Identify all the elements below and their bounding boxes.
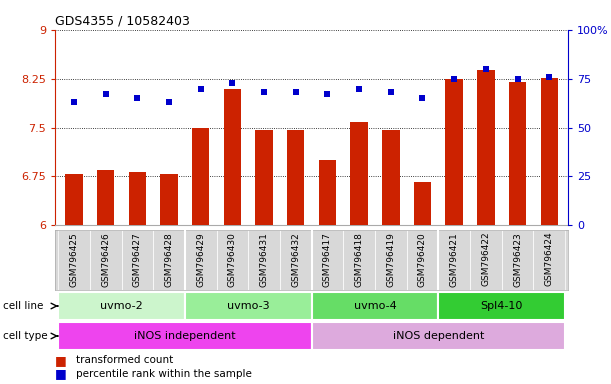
Point (291, 89, 301, 96)
Bar (160, 174, 178, 225)
Text: cell line: cell line (3, 301, 43, 311)
Bar (192, 127, 210, 225)
Text: cell type: cell type (3, 331, 48, 341)
Text: transformed count: transformed count (76, 356, 174, 366)
Text: uvmo-3: uvmo-3 (227, 301, 269, 311)
Text: GSM796420: GSM796420 (418, 232, 427, 286)
Bar (129, 172, 146, 225)
Text: GSM796424: GSM796424 (545, 232, 554, 286)
Bar (58, 292, 185, 320)
Text: GSM796423: GSM796423 (513, 232, 522, 286)
Bar (533, 230, 565, 290)
Bar (224, 88, 241, 225)
Bar (287, 130, 304, 225)
Text: GSM796431: GSM796431 (260, 232, 269, 287)
Text: GSM796425: GSM796425 (70, 232, 78, 286)
Bar (280, 230, 312, 290)
Bar (185, 230, 216, 290)
Text: percentile rank within the sample: percentile rank within the sample (76, 369, 252, 379)
Point (69, 99, 79, 105)
Bar (58, 230, 90, 290)
Point (323, 91, 332, 98)
Bar (319, 160, 336, 225)
Point (133, 95, 142, 101)
Bar (153, 230, 185, 290)
Point (513, 76, 522, 82)
Bar (312, 230, 343, 290)
Text: GSM796430: GSM796430 (228, 232, 237, 287)
Text: ■: ■ (55, 367, 67, 380)
Bar (445, 79, 463, 225)
Bar (90, 230, 122, 290)
Bar (216, 230, 248, 290)
Bar (312, 322, 565, 350)
Bar (438, 230, 470, 290)
Point (196, 85, 206, 91)
Point (417, 95, 427, 101)
Bar (438, 292, 565, 320)
Bar (414, 182, 431, 225)
Text: GSM796421: GSM796421 (450, 232, 459, 286)
Bar (343, 230, 375, 290)
Bar (255, 130, 273, 225)
Point (449, 76, 459, 82)
Point (227, 79, 237, 86)
Text: GSM796418: GSM796418 (354, 232, 364, 287)
Bar (541, 78, 558, 225)
Text: iNOS dependent: iNOS dependent (393, 331, 484, 341)
Bar (407, 230, 438, 290)
Text: GSM796427: GSM796427 (133, 232, 142, 286)
Point (481, 66, 491, 72)
Text: GSM796419: GSM796419 (386, 232, 395, 287)
Point (164, 99, 174, 105)
Text: GSM796422: GSM796422 (481, 232, 491, 286)
Point (101, 91, 111, 98)
Point (386, 89, 396, 96)
Text: GSM796426: GSM796426 (101, 232, 110, 286)
Bar (351, 122, 368, 225)
Bar (97, 170, 114, 225)
Bar (248, 230, 280, 290)
Text: GSM796432: GSM796432 (291, 232, 300, 286)
Bar (122, 230, 153, 290)
Text: ■: ■ (55, 354, 67, 367)
Text: uvmo-4: uvmo-4 (354, 301, 397, 311)
Text: GSM796429: GSM796429 (196, 232, 205, 286)
Text: uvmo-2: uvmo-2 (100, 301, 143, 311)
Bar (375, 230, 407, 290)
Bar (382, 130, 400, 225)
Text: GSM796428: GSM796428 (164, 232, 174, 286)
Bar (470, 230, 502, 290)
Point (354, 85, 364, 91)
Point (544, 74, 554, 80)
Bar (185, 292, 312, 320)
Bar (477, 70, 494, 225)
Bar (509, 82, 526, 225)
Point (259, 89, 269, 96)
Bar (502, 230, 533, 290)
Text: GDS4355 / 10582403: GDS4355 / 10582403 (55, 15, 190, 27)
Text: Spl4-10: Spl4-10 (480, 301, 523, 311)
Bar (65, 174, 82, 225)
Text: iNOS independent: iNOS independent (134, 331, 236, 341)
Text: GSM796417: GSM796417 (323, 232, 332, 287)
Bar (312, 292, 438, 320)
Bar (58, 322, 312, 350)
